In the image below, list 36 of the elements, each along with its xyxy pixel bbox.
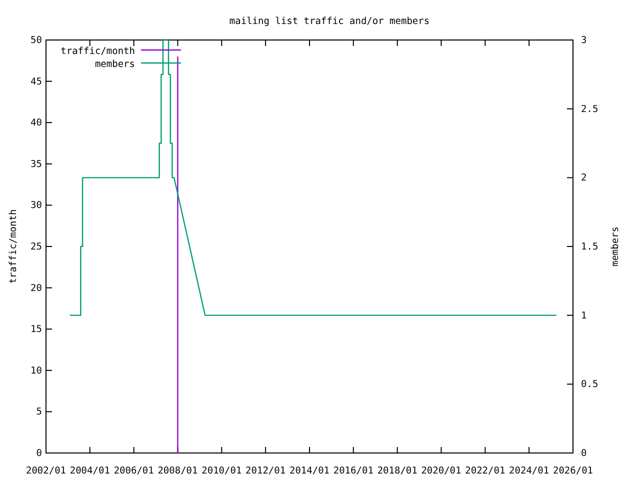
x-tick-label: 2006/01 — [114, 465, 154, 476]
y-tick-label: 25 — [30, 242, 42, 253]
x-tick-label: 2012/01 — [246, 465, 286, 476]
x-tick-label: 2020/01 — [421, 465, 462, 476]
x-tick-label: 2010/01 — [202, 465, 242, 476]
chart-title: mailing list traffic and/or members — [229, 16, 430, 27]
y2-tick-label: 2 — [581, 172, 587, 184]
y-tick-label: 40 — [30, 118, 42, 129]
y2-tick-label: 1.5 — [581, 242, 598, 253]
x-tick-label: 2018/01 — [377, 465, 418, 476]
legend-label: members — [94, 59, 135, 70]
y2-tick-label: 3 — [581, 35, 587, 46]
y-tick-label: 0 — [36, 448, 42, 460]
y-tick-label: 15 — [30, 324, 42, 336]
y2-tick-label: 0 — [581, 448, 587, 460]
y-tick-label: 5 — [36, 406, 42, 418]
x-tick-label: 2004/01 — [70, 465, 110, 476]
legend-label: traffic/month — [60, 46, 135, 57]
x-tick-label: 2026/01 — [552, 465, 594, 476]
x-tick-label: 2014/01 — [289, 465, 330, 476]
y2-axis-title: members — [610, 226, 621, 267]
y-tick-label: 20 — [30, 282, 42, 294]
y-tick-label: 10 — [30, 365, 42, 376]
y-tick-label: 30 — [30, 200, 42, 212]
x-tick-label: 2016/01 — [333, 465, 374, 476]
y2-tick-label: 1 — [581, 310, 587, 322]
y2-tick-label: 0.5 — [581, 379, 598, 390]
y-tick-label: 35 — [30, 158, 42, 170]
y-tick-label: 45 — [30, 76, 42, 88]
y2-tick-label: 2.5 — [581, 104, 598, 115]
x-tick-label: 2022/01 — [465, 465, 506, 476]
y-tick-label: 50 — [30, 35, 42, 46]
x-tick-label: 2002/01 — [26, 465, 66, 476]
x-tick-label: 2008/01 — [158, 465, 198, 476]
y-axis-title: traffic/month — [8, 209, 19, 284]
x-tick-label: 2024/01 — [509, 465, 550, 476]
